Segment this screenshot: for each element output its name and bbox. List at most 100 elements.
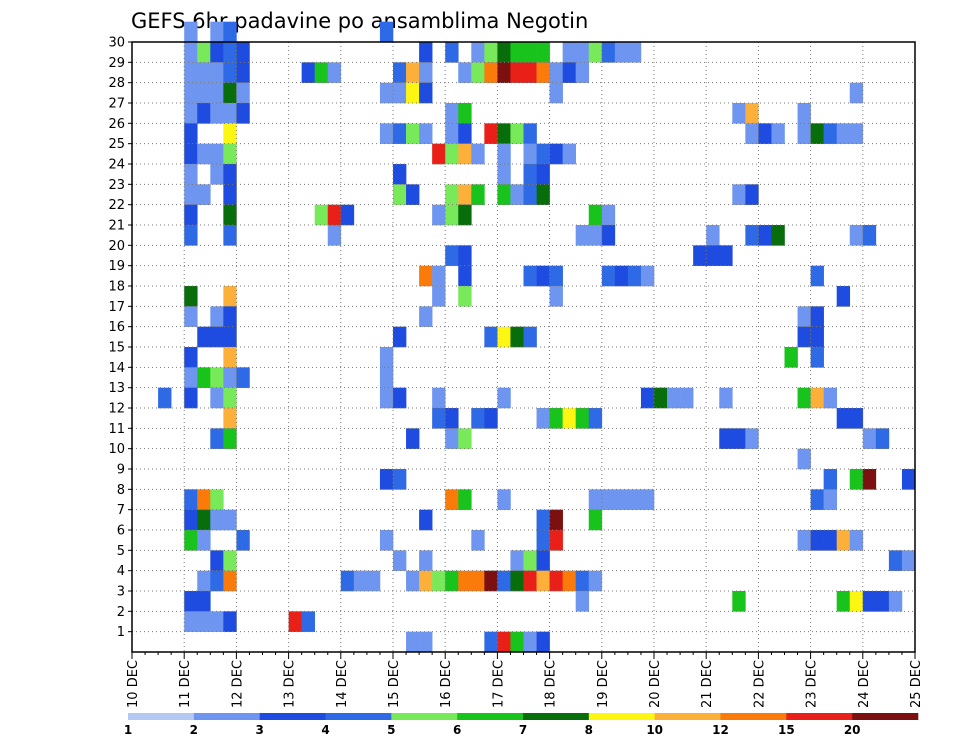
heatmap-cell xyxy=(210,164,224,185)
heatmap-cell xyxy=(810,265,824,287)
heatmap-cell xyxy=(549,143,563,165)
heatmap-cell xyxy=(197,530,211,551)
heatmap-cell xyxy=(379,530,394,551)
heatmap-cell xyxy=(484,42,498,63)
heatmap-cell xyxy=(510,550,524,571)
heatmap-cell xyxy=(575,408,590,429)
heatmap-cell xyxy=(223,204,237,226)
heatmap-cell xyxy=(588,489,603,510)
y-tick-label: 16 xyxy=(108,320,125,335)
heatmap-cell xyxy=(458,103,472,124)
heatmap-cell xyxy=(458,489,472,510)
y-tick-label: 18 xyxy=(108,280,125,295)
heatmap-cell xyxy=(197,591,211,612)
heatmap-cell xyxy=(849,591,864,612)
heatmap-cell xyxy=(497,164,511,185)
heatmap-cell xyxy=(197,570,211,592)
y-tick-label: 21 xyxy=(108,219,125,234)
heatmap-cell xyxy=(497,62,511,83)
colorbar-swatch xyxy=(720,713,787,720)
heatmap-cell xyxy=(823,489,837,510)
heatmap-cell xyxy=(719,387,733,409)
colorbar-swatch xyxy=(654,713,721,720)
y-tick-label: 2 xyxy=(117,605,125,620)
heatmap-cell xyxy=(393,387,407,409)
x-tick-label: 24 DEC xyxy=(857,660,872,708)
heatmap-cell xyxy=(732,103,746,124)
y-tick-label: 3 xyxy=(117,585,125,600)
heatmap-cell xyxy=(614,489,629,510)
heatmap-cell xyxy=(797,103,811,124)
heatmap-cell xyxy=(458,62,472,83)
heatmap-cell xyxy=(223,103,237,124)
heatmap-cell xyxy=(862,428,877,449)
heatmap-cell xyxy=(601,489,616,510)
heatmap-cell xyxy=(549,286,563,307)
heatmap-cell xyxy=(523,164,537,185)
heatmap-cell xyxy=(197,143,211,165)
heatmap-cell xyxy=(471,143,485,165)
heatmap-cell xyxy=(406,428,420,449)
heatmap-cell xyxy=(484,123,498,144)
heatmap-cell xyxy=(379,123,394,144)
heatmap-cell xyxy=(197,509,211,531)
heatmap-cell xyxy=(680,387,694,409)
heatmap-cell xyxy=(823,387,837,409)
heatmap-cell xyxy=(640,265,655,287)
heatmap-cell xyxy=(184,306,198,327)
heatmap-cell xyxy=(327,225,342,246)
heatmap-cell xyxy=(432,265,446,287)
heatmap-cell xyxy=(327,204,342,226)
heatmap-cell xyxy=(458,428,472,449)
heatmap-cell xyxy=(797,306,811,327)
colorbar-swatch xyxy=(391,713,458,720)
heatmap-cell xyxy=(445,103,459,124)
heatmap-cell xyxy=(706,225,720,246)
heatmap-cell xyxy=(393,550,407,571)
heatmap-cell xyxy=(210,82,224,104)
y-tick-label: 4 xyxy=(117,564,125,579)
heatmap-cell xyxy=(627,42,642,63)
heatmap-cell xyxy=(640,387,655,409)
heatmap-cell xyxy=(458,143,472,165)
x-tick-label: 25 DEC xyxy=(909,660,924,708)
heatmap-cell xyxy=(549,408,563,429)
heatmap-cell xyxy=(236,82,250,104)
heatmap-cell xyxy=(862,225,877,246)
heatmap-cell xyxy=(393,123,407,144)
heatmap-cell xyxy=(510,184,524,205)
heatmap-cell xyxy=(862,591,877,612)
heatmap-cell xyxy=(445,245,459,266)
y-tick-label: 9 xyxy=(117,463,125,478)
heatmap-cell xyxy=(210,326,224,348)
heatmap-cell xyxy=(627,265,642,287)
heatmap-cell xyxy=(184,164,198,185)
heatmap-cell xyxy=(471,408,485,429)
heatmap-cell xyxy=(223,82,237,104)
heatmap-cell xyxy=(836,408,851,429)
heatmap-cell xyxy=(758,123,772,144)
heatmap-cell xyxy=(627,489,642,510)
heatmap-cell xyxy=(745,428,759,449)
heatmap-cell xyxy=(210,103,224,124)
y-tick-label: 29 xyxy=(108,56,125,71)
heatmap-cell xyxy=(901,550,916,571)
heatmap-cell xyxy=(536,550,550,571)
heatmap-cell xyxy=(223,143,237,165)
y-tick-label: 20 xyxy=(108,239,125,254)
heatmap-cell xyxy=(458,265,472,287)
heatmap-cell xyxy=(562,570,576,592)
x-tick-label: 12 DEC xyxy=(230,660,245,708)
heatmap-cell xyxy=(197,184,211,205)
heatmap-cell xyxy=(210,387,224,409)
heatmap-cell xyxy=(301,62,315,83)
heatmap-cell xyxy=(888,591,903,612)
colorbar-swatch xyxy=(786,713,853,720)
heatmap-cell xyxy=(197,611,211,632)
heatmap-cell xyxy=(849,225,864,246)
heatmap-cell xyxy=(184,21,198,43)
heatmap-cell xyxy=(575,62,590,83)
heatmap-cell xyxy=(184,530,198,551)
heatmap-cell xyxy=(327,62,342,83)
y-tick-label: 15 xyxy=(108,341,125,356)
